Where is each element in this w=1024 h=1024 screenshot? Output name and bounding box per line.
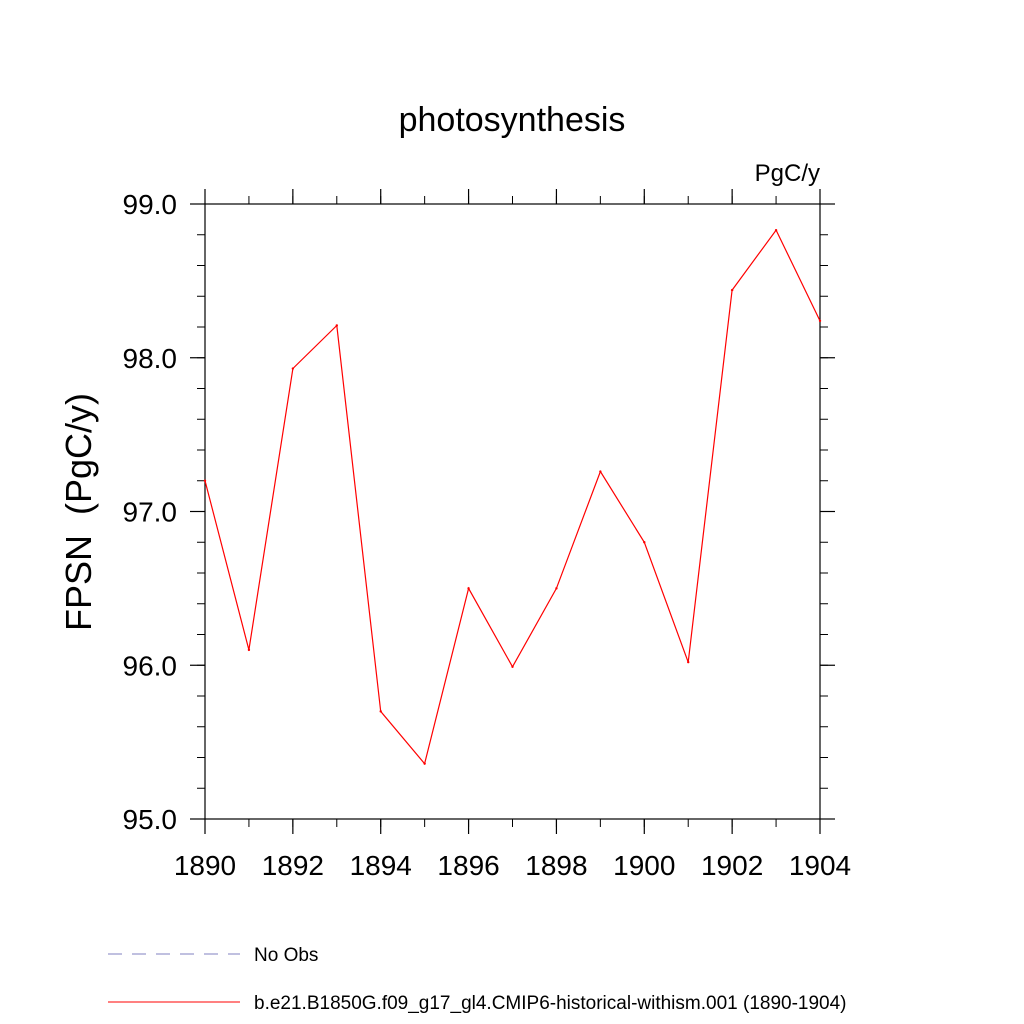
legend: No Obs b.e21.B1850G.f09_g17_gl4.CMIP6-his…: [108, 945, 847, 1014]
plot-axes: 1890 1892 1894 1896 1898 1900 1902 1904 95.0 96.0…: [123, 189, 851, 881]
x-tick-label: 1892: [262, 850, 324, 881]
data-point: [203, 479, 207, 482]
data-point: [555, 587, 558, 590]
x-tick-label: 1904: [789, 850, 851, 881]
chart-title: photosynthesis: [399, 101, 626, 139]
x-tick-label: 1902: [701, 850, 763, 881]
y-tick-label: 99.0: [123, 189, 178, 220]
series-line: [204, 228, 821, 765]
units-label: PgC/y: [755, 160, 820, 187]
plot-frame: [204, 203, 821, 820]
y-axis-label: FPSN (PgC/y): [58, 393, 99, 631]
x-tick-label: 1896: [437, 850, 499, 881]
y-tick-label: 95.0: [123, 804, 178, 835]
legend-label: No Obs: [254, 945, 318, 966]
data-point: [291, 367, 295, 370]
data-point: [379, 710, 382, 713]
x-tick-label: 1900: [613, 850, 675, 881]
data-point: [730, 288, 734, 292]
data-point: [818, 319, 822, 323]
legend-label: b.e21.B1850G.f09_g17_gl4.CMIP6-historica…: [254, 993, 847, 1014]
data-point: [247, 648, 251, 652]
y-tick-label: 96.0: [123, 650, 178, 681]
data-point: [687, 660, 690, 664]
data-point: [423, 762, 426, 765]
data-point: [774, 228, 778, 232]
y-tick-label: 98.0: [123, 343, 178, 374]
data-point: [599, 470, 602, 473]
x-tick-label: 1894: [350, 850, 412, 881]
data-point: [511, 665, 514, 668]
series-layer: [203, 228, 822, 765]
data-point: [467, 587, 470, 590]
x-tick-label: 1890: [174, 850, 236, 881]
x-tick-label: 1898: [525, 850, 587, 881]
data-point: [643, 541, 646, 544]
y-tick-label: 97.0: [123, 497, 178, 528]
data-point: [335, 324, 338, 327]
